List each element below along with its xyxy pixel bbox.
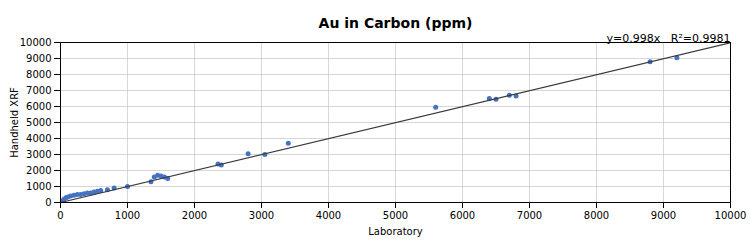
svg-text:1000: 1000 (26, 181, 51, 192)
svg-text:10000: 10000 (20, 37, 52, 48)
svg-text:2000: 2000 (26, 165, 51, 176)
svg-text:10000: 10000 (715, 210, 747, 221)
svg-text:9000: 9000 (26, 53, 51, 64)
svg-text:3000: 3000 (26, 149, 51, 160)
svg-text:6000: 6000 (450, 210, 475, 221)
svg-text:Handheld XRF: Handheld XRF (9, 87, 20, 158)
svg-text:7000: 7000 (26, 85, 51, 96)
svg-text:0: 0 (57, 210, 63, 221)
svg-text:7000: 7000 (517, 210, 542, 221)
svg-text:8000: 8000 (584, 210, 609, 221)
svg-text:8000: 8000 (26, 69, 51, 80)
svg-text:2000: 2000 (182, 210, 207, 221)
svg-text:Laboratory: Laboratory (368, 226, 423, 237)
svg-text:4000: 4000 (26, 133, 51, 144)
svg-text:4000: 4000 (316, 210, 341, 221)
svg-text:Au in Carbon (ppm): Au in Carbon (ppm) (319, 15, 473, 31)
svg-text:3000: 3000 (249, 210, 274, 221)
svg-text:5000: 5000 (383, 210, 408, 221)
svg-text:y=0.998x R²=0.9981: y=0.998x R²=0.9981 (607, 32, 731, 45)
svg-text:1000: 1000 (115, 210, 140, 221)
svg-text:5000: 5000 (26, 117, 51, 128)
svg-text:6000: 6000 (26, 101, 51, 112)
svg-text:0: 0 (45, 197, 51, 208)
svg-text:9000: 9000 (651, 210, 676, 221)
